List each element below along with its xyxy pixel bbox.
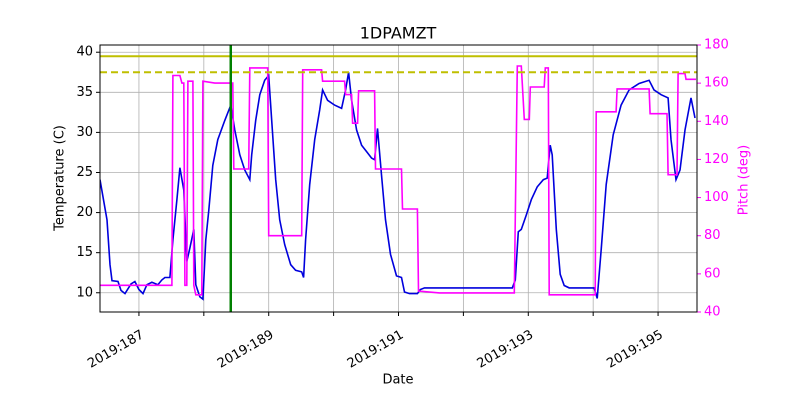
- y-tick-label: 15: [76, 245, 93, 260]
- y-tick-label: 20: [76, 205, 93, 220]
- chart-title: 1DPAMZT: [360, 24, 437, 43]
- y2-tick-label: 180: [704, 38, 729, 53]
- y2-tick-label: 40: [704, 305, 721, 320]
- plot-frame: [99, 44, 698, 313]
- x-tick-label: 2019:191: [345, 328, 406, 372]
- x-tick-label: 2019:193: [475, 328, 536, 372]
- y2-axis-label: Pitch (deg): [737, 145, 752, 215]
- y-tick-label: 10: [76, 285, 93, 300]
- x-tick-label: 2019:195: [604, 328, 665, 372]
- y-tick-label: 30: [76, 125, 93, 140]
- y2-tick-label: 120: [704, 152, 729, 167]
- y2-tick-label: 140: [704, 114, 729, 129]
- x-tick-label: 2019:187: [85, 328, 146, 372]
- y-tick-label: 40: [76, 45, 93, 60]
- data-line: [100, 65, 696, 296]
- y-tick-label: 35: [76, 85, 93, 100]
- y-tick-label: 25: [76, 165, 93, 180]
- y2-tick-label: 60: [704, 266, 721, 281]
- y2-tick-label: 160: [704, 76, 729, 91]
- y-axis-label: Temperature (C): [53, 125, 68, 232]
- x-axis-label: Date: [382, 373, 413, 388]
- data-line: [100, 72, 696, 301]
- y2-tick-label: 80: [704, 228, 721, 243]
- plot: [100, 45, 697, 312]
- y2-tick-label: 100: [704, 190, 729, 205]
- x-tick-label: 2019:189: [215, 328, 276, 372]
